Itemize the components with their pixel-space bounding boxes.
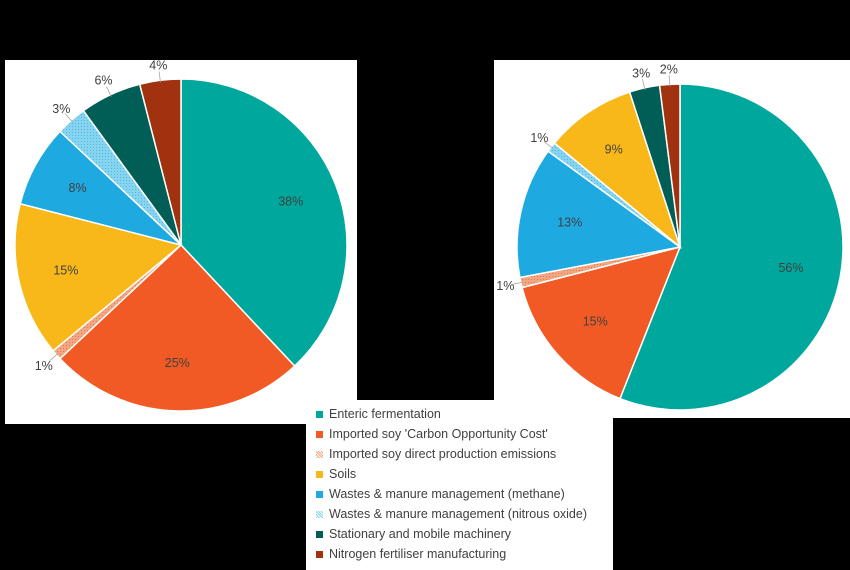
data-label: 38% (278, 195, 303, 209)
legend-label: Enteric fermentation (329, 407, 441, 421)
legend-swatch (316, 450, 323, 458)
data-label: 4% (149, 58, 167, 72)
leader-line (668, 75, 671, 87)
data-label: 1% (35, 359, 53, 373)
leader-line (543, 141, 554, 149)
legend-item-soils: Soils (316, 464, 356, 484)
data-label: 6% (94, 73, 112, 87)
leader-line (106, 86, 112, 97)
legend-item-imported-soy-carbon-opportunity-cost: Imported soy 'Carbon Opportunity Cost' (316, 424, 548, 444)
leader-line (158, 71, 161, 83)
legend-swatch (316, 550, 323, 558)
legend-item-stationary-and-mobile-machinery: Stationary and mobile machinery (316, 524, 511, 544)
pie-slice-wastes-manure-management-methane (516, 150, 682, 279)
legend-label: Soils (329, 467, 357, 481)
left-pie-chart: 38% 25% 1% 15% 8% 3% 6% 4% (14, 58, 348, 412)
leader-line (64, 113, 73, 123)
legend-label: Nitrogen fertiliser manufacturing (329, 547, 507, 561)
pie-slice-imported-soy-carbon-opportunity-cost (58, 243, 296, 412)
pie-slice-enteric-fermentation (619, 83, 844, 411)
legend-swatch (316, 470, 323, 478)
legend-item-wastes-manure-management-nitrous-oxide: Wastes & manure management (nitrous oxid… (316, 504, 587, 524)
pie-slice-enteric-fermentation (180, 78, 348, 368)
data-label: 25% (165, 356, 190, 370)
leader-line (49, 353, 59, 362)
legend-item-nitrogen-fertiliser-manufacturing: Nitrogen fertiliser manufacturing (316, 544, 506, 564)
legend-swatch (316, 430, 323, 438)
data-label: 9% (605, 142, 623, 156)
legend-swatch (316, 410, 323, 418)
data-label: 8% (69, 181, 87, 195)
legend-item-imported-soy-direct-production-emissions: Imported soy direct production emissions (316, 444, 556, 464)
legend-label: Imported soy direct production emissions (329, 447, 557, 461)
legend: Enteric fermentation Imported soy 'Carbon… (306, 400, 613, 570)
data-label: 1% (496, 279, 514, 293)
data-label: 56% (778, 261, 803, 275)
pie-slice-soils (553, 91, 682, 250)
legend-swatch (316, 510, 323, 518)
legend-label: Imported soy 'Carbon Opportunity Cost' (329, 427, 548, 441)
leader-line (512, 281, 523, 285)
legend-item-enteric-fermentation: Enteric fermentation (316, 404, 441, 424)
legend-label: Stationary and mobile machinery (329, 527, 512, 541)
pie-slice-imported-soy-carbon-opportunity-cost (521, 245, 682, 400)
data-label: 3% (52, 102, 70, 116)
data-label: 2% (660, 62, 678, 76)
legend-swatch (316, 490, 323, 498)
data-label: 15% (583, 315, 608, 329)
data-label: 13% (557, 215, 582, 229)
legend-label: Wastes & manure management (methane) (329, 487, 565, 501)
data-label: 15% (53, 264, 78, 278)
data-label: 1% (530, 131, 548, 145)
pie-slice-soils (14, 202, 183, 352)
leader-line (642, 79, 646, 90)
right-pie-chart: 56% 15% 1% 13% 1% 9% 3% 2% (496, 62, 844, 411)
legend-swatch (316, 530, 323, 538)
legend-item-wastes-manure-management-methane: Wastes & manure management (methane) (316, 484, 565, 504)
legend-label: Wastes & manure management (nitrous oxid… (329, 507, 587, 521)
data-label: 3% (632, 66, 650, 80)
